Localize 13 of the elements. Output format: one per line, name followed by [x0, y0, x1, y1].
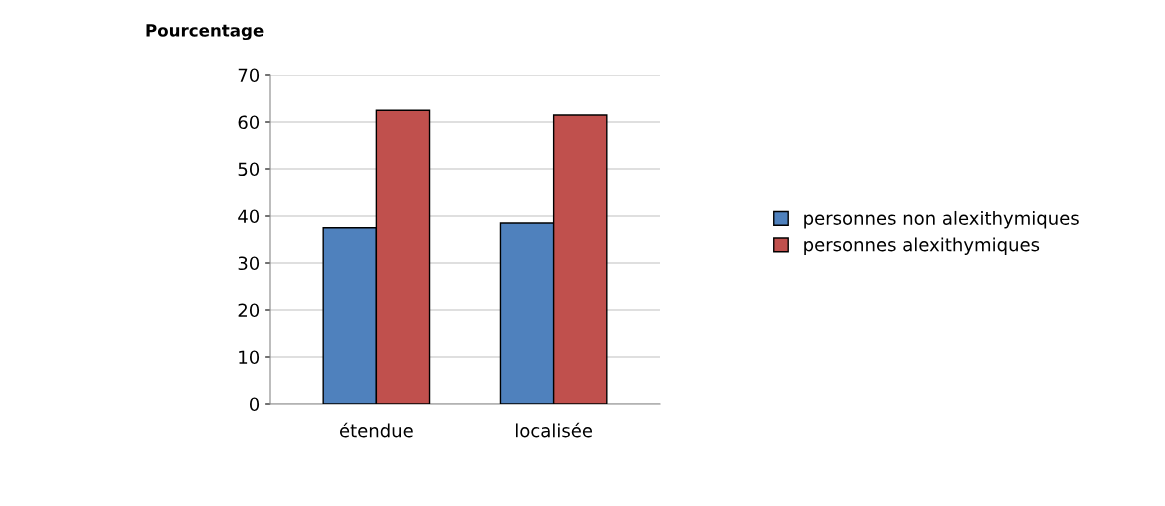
y-tick-label: 70: [238, 68, 260, 83]
x-tick-label: étendue: [339, 422, 413, 438]
y-tick-label: 20: [238, 303, 260, 318]
y-tick-label: 40: [238, 209, 260, 224]
y-tick-label: 10: [239, 350, 260, 365]
y-tick-label: 60: [238, 115, 260, 130]
y-tick-label: 0: [249, 397, 260, 412]
legend-label: personnes alexithymiques: [804, 237, 1040, 255]
x-tick-label: localisée: [515, 422, 593, 438]
y-tick-label: 50: [238, 162, 260, 177]
y-tick-label: 30: [238, 256, 260, 271]
legend-label: personnes non alexithymiques: [804, 210, 1079, 229]
y-axis-title: Pourcentage: [146, 24, 264, 41]
